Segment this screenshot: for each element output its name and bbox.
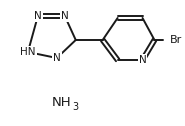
Text: 3: 3 bbox=[73, 102, 79, 112]
Text: N: N bbox=[139, 55, 146, 65]
Text: HN: HN bbox=[20, 47, 36, 57]
Text: N: N bbox=[34, 11, 42, 21]
Text: N: N bbox=[53, 53, 61, 63]
Text: NH: NH bbox=[52, 97, 72, 109]
Text: N: N bbox=[61, 11, 69, 21]
Text: Br: Br bbox=[169, 35, 182, 45]
